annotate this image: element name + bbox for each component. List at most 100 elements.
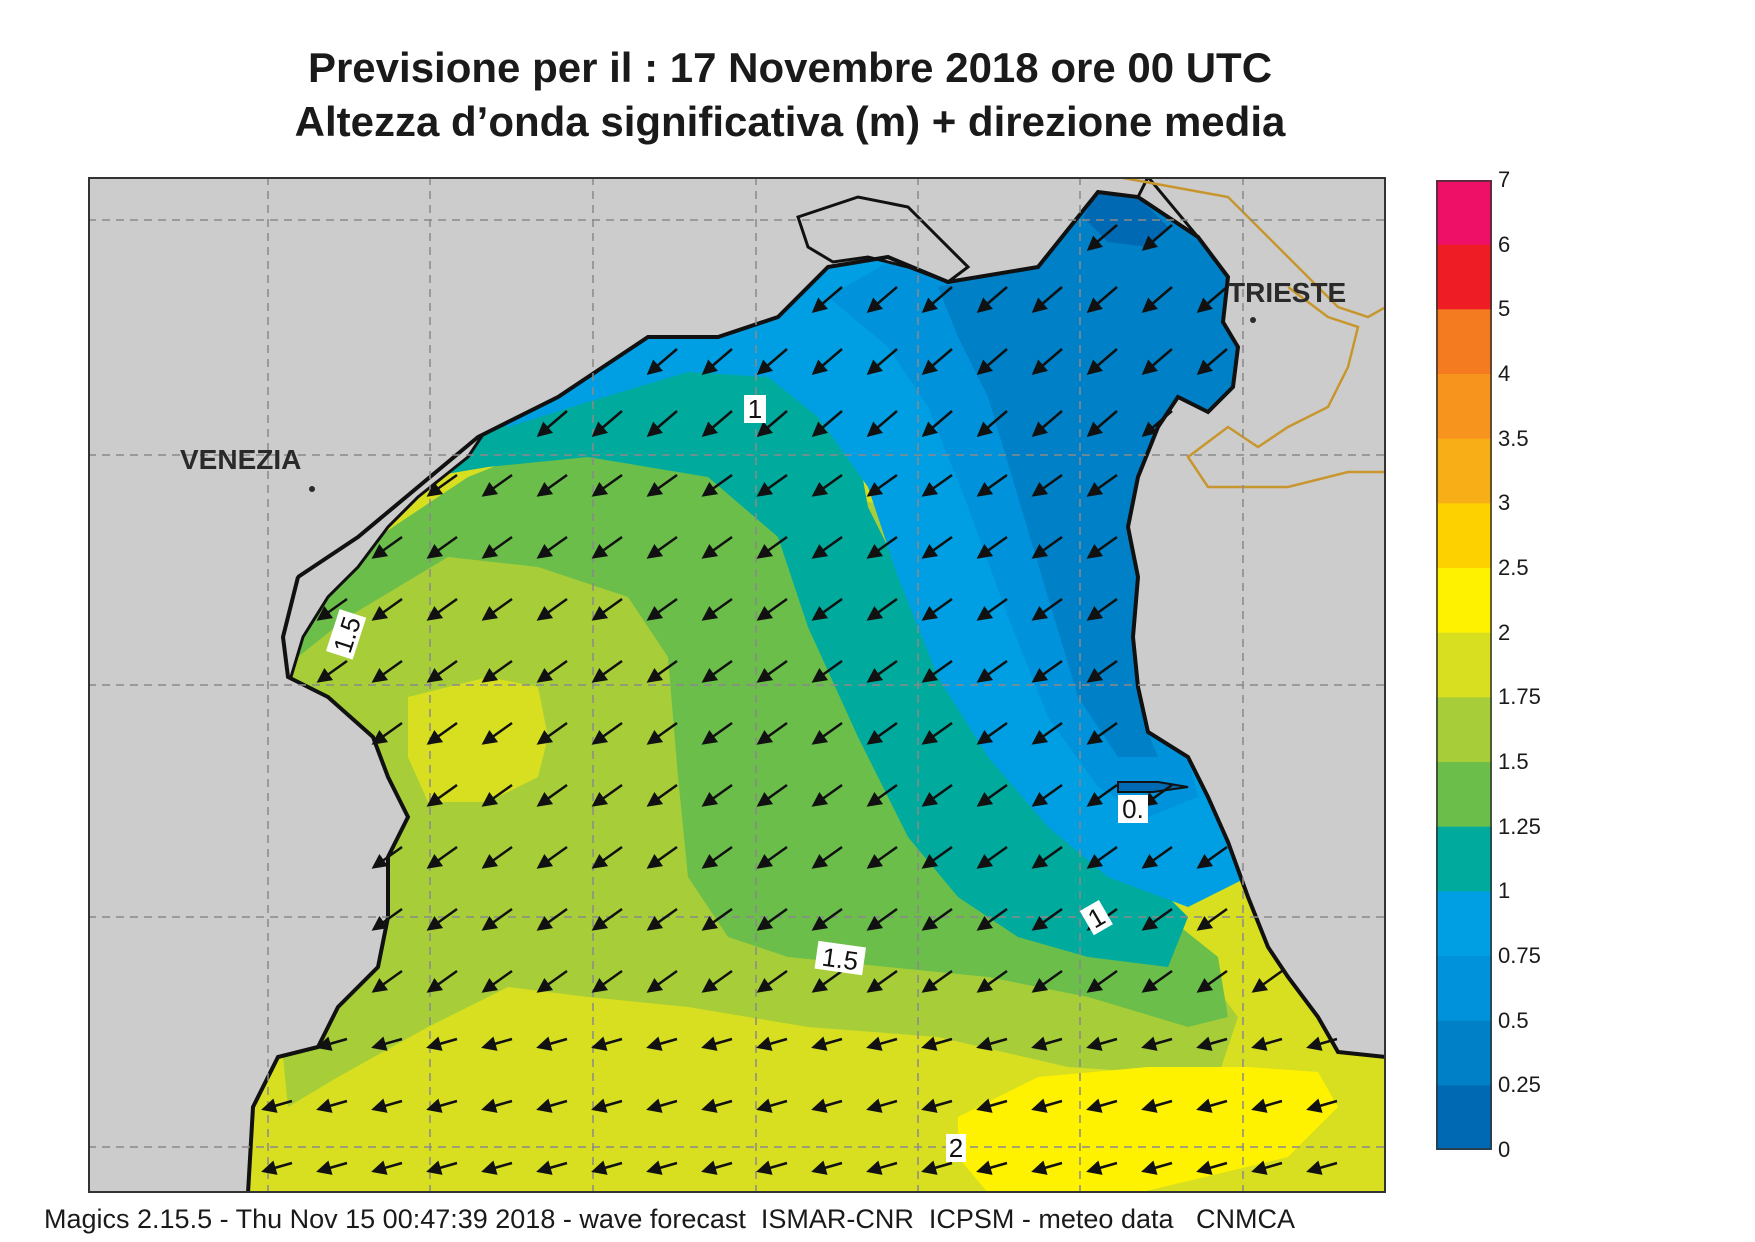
colorbar-band-0-0.25 — [1436, 1085, 1492, 1150]
wave-direction-arrow — [701, 473, 733, 497]
wave-direction-arrow — [426, 969, 458, 993]
wave-direction-arrow — [646, 410, 678, 437]
wave-direction-arrow — [481, 783, 513, 807]
wave-direction-arrow — [976, 286, 1008, 313]
colorbar-band-1.5-1.75 — [1436, 697, 1492, 763]
wave-direction-arrow — [1086, 721, 1118, 745]
contour-band-1.75-blob — [408, 677, 548, 802]
wave-direction-arrow — [646, 1036, 678, 1051]
wave-direction-arrow — [1196, 1160, 1228, 1175]
svg-text:2: 2 — [949, 1133, 963, 1163]
wave-direction-arrow — [646, 597, 678, 621]
wave-direction-arrow — [921, 535, 953, 559]
wave-direction-arrow — [756, 473, 788, 497]
wave-direction-arrow — [921, 410, 953, 437]
footer-credits: Magics 2.15.5 - Thu Nov 15 00:47:39 2018… — [44, 1204, 1296, 1234]
wave-direction-arrow — [536, 969, 568, 993]
colorbar-tick-label: 1.75 — [1498, 684, 1541, 710]
wave-direction-arrow — [371, 1098, 403, 1113]
wave-direction-arrow — [591, 597, 623, 621]
wave-direction-arrow — [811, 969, 843, 993]
colorbar-band-0.25-0.5 — [1436, 1020, 1492, 1086]
wave-direction-arrow — [1141, 348, 1173, 375]
contour-label-2: 2 — [946, 1133, 966, 1163]
city-label-venezia: VENEZIA — [180, 444, 301, 475]
wave-direction-arrow — [701, 845, 733, 869]
wave-direction-arrow — [701, 1098, 733, 1113]
wave-direction-arrow — [756, 969, 788, 993]
wave-direction-arrow — [976, 1098, 1008, 1113]
wave-direction-arrow — [1251, 1098, 1283, 1113]
colorbar-band-3.5-4 — [1436, 374, 1492, 440]
colorbar-tick-label: 0.5 — [1498, 1007, 1529, 1033]
wave-direction-arrow — [591, 969, 623, 993]
wave-direction-arrow — [591, 1036, 623, 1051]
wave-direction-arrow — [811, 473, 843, 497]
wave-direction-arrow — [1251, 1160, 1283, 1175]
wave-direction-arrow — [701, 410, 733, 437]
wave-direction-arrow — [646, 845, 678, 869]
istria-islet — [1117, 781, 1189, 793]
wave-direction-arrow — [316, 597, 348, 621]
wave-direction-arrow — [1031, 721, 1063, 745]
wave-direction-arrow — [701, 659, 733, 683]
wave-direction-arrow — [811, 783, 843, 807]
wave-direction-arrow — [1141, 845, 1173, 869]
colorbar-tick-label: 1.25 — [1498, 813, 1541, 839]
wave-direction-arrow — [866, 473, 898, 497]
wave-direction-arrow — [1086, 410, 1118, 437]
wave-direction-arrow — [1086, 1098, 1118, 1113]
wave-direction-arrow — [1086, 659, 1118, 683]
wave-direction-arrow — [646, 348, 678, 375]
wave-direction-arrow — [646, 907, 678, 931]
wave-direction-arrow — [811, 1098, 843, 1113]
wave-direction-arrow — [1086, 286, 1118, 313]
wave-direction-arrow — [316, 1098, 348, 1113]
wave-height-map: VENEZIA TRIESTE 1 1.5 1.5 1 0. 2 — [88, 177, 1386, 1193]
wave-direction-arrow — [921, 348, 953, 375]
wave-direction-arrow — [1196, 1036, 1228, 1051]
colorbar-band-5-6 — [1436, 244, 1492, 310]
wave-direction-arrow — [1031, 473, 1063, 497]
venezia-marker — [309, 486, 315, 492]
colorbar-band-2.5-3 — [1436, 503, 1492, 569]
wave-direction-arrow — [701, 597, 733, 621]
wave-direction-arrow — [1141, 410, 1173, 437]
wave-direction-arrow — [1251, 969, 1283, 993]
wave-direction-arrow — [591, 907, 623, 931]
wave-direction-arrow — [536, 659, 568, 683]
trieste-marker — [1250, 317, 1256, 323]
wave-direction-arrow — [1196, 845, 1228, 869]
wave-direction-arrow — [536, 721, 568, 745]
wave-direction-arrow — [1031, 1036, 1063, 1051]
colorbar-tick-label: 1 — [1498, 878, 1511, 904]
wave-direction-arrow — [976, 907, 1008, 931]
wave-direction-arrow — [756, 659, 788, 683]
wave-direction-arrow — [1086, 783, 1118, 807]
wave-direction-arrow — [536, 1036, 568, 1051]
wave-direction-arrow — [591, 783, 623, 807]
wave-direction-arrow — [976, 410, 1008, 437]
forecast-date-title: Previsione per il : 17 Novembre 2018 ore… — [307, 44, 1273, 91]
wave-direction-arrow — [866, 1098, 898, 1113]
wave-direction-arrow — [646, 969, 678, 993]
wave-direction-arrow — [261, 1160, 293, 1175]
wave-direction-arrow — [1141, 907, 1173, 931]
wave-direction-arrow — [1031, 1160, 1063, 1175]
wave-direction-arrow — [866, 845, 898, 869]
wave-direction-arrow — [646, 1160, 678, 1175]
wave-direction-arrow — [1086, 1036, 1118, 1051]
wave-direction-arrow — [371, 721, 403, 745]
wave-direction-arrow — [1086, 597, 1118, 621]
wave-direction-arrow — [371, 1036, 403, 1051]
wave-direction-arrow — [811, 597, 843, 621]
svg-text:0.: 0. — [1122, 794, 1144, 824]
wave-direction-arrow — [756, 410, 788, 437]
wave-direction-arrow — [371, 597, 403, 621]
colorbar-tick-label: 1.5 — [1498, 749, 1529, 774]
wave-direction-arrow — [866, 969, 898, 993]
wave-direction-arrow — [426, 659, 458, 683]
wave-direction-arrow — [1031, 1098, 1063, 1113]
wave-direction-arrow — [646, 783, 678, 807]
wave-direction-arrow — [1086, 845, 1118, 869]
